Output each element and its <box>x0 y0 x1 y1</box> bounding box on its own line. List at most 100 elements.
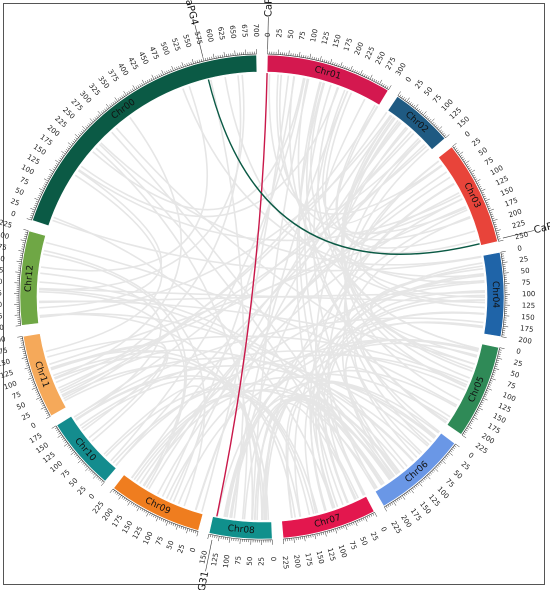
tick-label: 0 <box>0 324 4 332</box>
tick-mark <box>45 412 49 415</box>
tick-mark <box>448 452 453 456</box>
tick-label: 25 <box>76 485 88 497</box>
tick-mark <box>342 65 344 68</box>
tick-mark <box>385 505 388 509</box>
synteny-link <box>263 209 468 520</box>
tick-mark <box>497 357 503 360</box>
gene-leader-line <box>194 25 203 57</box>
tick-mark <box>41 404 45 407</box>
tick-mark <box>311 56 313 60</box>
tick-mark <box>46 414 50 416</box>
synteny-link <box>81 377 319 514</box>
tick-mark <box>438 463 442 466</box>
tick-label: 100 <box>309 28 319 43</box>
tick-mark <box>211 56 213 60</box>
tick-mark <box>485 392 488 394</box>
tick-mark <box>40 191 43 193</box>
tick-mark <box>21 246 25 248</box>
tick-mark <box>426 475 431 480</box>
tick-label: 25 <box>275 28 284 37</box>
tick-mark <box>492 372 496 374</box>
chromosome-axis <box>384 443 456 508</box>
tick-mark <box>85 467 90 472</box>
tick-mark <box>406 97 410 102</box>
tick-mark <box>97 114 100 117</box>
tick-mark <box>470 169 476 173</box>
tick-mark <box>123 91 127 96</box>
tick-label: 0 <box>379 526 388 534</box>
tick-mark <box>388 85 392 90</box>
synteny-link <box>59 75 242 392</box>
tick-mark <box>196 531 199 537</box>
synteny-link <box>314 126 407 504</box>
synteny-link <box>279 74 485 283</box>
tick-mark <box>188 529 191 532</box>
synteny-link <box>323 299 485 503</box>
tick-label: 125 <box>320 31 331 46</box>
tick-mark <box>416 107 419 110</box>
tick-mark <box>212 534 214 538</box>
tick-mark <box>496 234 500 236</box>
chromosome-band <box>113 474 204 531</box>
tick-mark <box>346 66 348 70</box>
tick-mark <box>55 159 60 164</box>
tick-mark <box>27 369 31 371</box>
tick-label: 50 <box>452 469 464 481</box>
tick-mark <box>63 439 66 442</box>
tick-mark <box>58 432 61 435</box>
synteny-link <box>341 215 471 478</box>
tick-label: 150 <box>315 550 326 565</box>
tick-label: 150 <box>499 185 514 198</box>
tick-label: 50 <box>0 301 2 309</box>
tick-label: 50 <box>358 536 369 547</box>
tick-mark <box>490 378 496 381</box>
tick-mark <box>130 89 132 92</box>
tick-mark <box>191 529 193 533</box>
tick-mark <box>331 529 333 533</box>
tick-mark <box>71 142 74 145</box>
tick-mark <box>28 371 31 373</box>
tick-mark <box>110 103 113 106</box>
tick-mark <box>430 118 435 123</box>
tick-mark <box>345 525 348 531</box>
tick-mark <box>171 65 174 71</box>
tick-mark <box>32 383 36 385</box>
chromosome-axis <box>397 95 446 138</box>
tick-mark <box>104 108 107 111</box>
tick-mark <box>48 175 51 178</box>
tick-mark <box>389 503 392 506</box>
tick-mark <box>370 514 373 517</box>
tick-label: 600 <box>204 28 214 43</box>
tick-mark <box>47 177 50 180</box>
tick-mark <box>184 63 186 67</box>
tick-mark <box>485 201 489 204</box>
tick-label: 25 <box>176 543 186 554</box>
tick-mark <box>25 231 28 233</box>
tick-mark <box>43 408 47 411</box>
tick-mark <box>452 142 457 147</box>
tick-mark <box>34 198 40 201</box>
tick-mark <box>143 509 146 513</box>
synteny-link <box>103 385 207 503</box>
synteny-link <box>251 78 310 520</box>
tick-mark <box>317 58 319 61</box>
synteny-link <box>353 321 484 454</box>
tick-mark <box>71 449 74 452</box>
tick-mark <box>49 169 54 173</box>
tick-mark <box>160 73 162 76</box>
tick-mark <box>455 147 458 150</box>
tick-mark <box>85 465 88 468</box>
tick-label: 75 <box>234 556 243 566</box>
tick-mark <box>328 530 331 533</box>
tick-mark <box>186 63 188 66</box>
tick-mark <box>483 195 486 198</box>
chromosome-axis <box>461 347 500 436</box>
gene-leader-line <box>205 539 213 572</box>
tick-mark <box>145 510 148 514</box>
tick-mark <box>497 355 501 357</box>
tick-mark <box>89 470 93 473</box>
tick-mark <box>191 58 194 64</box>
tick-mark <box>207 57 209 61</box>
synteny-link <box>369 267 484 365</box>
